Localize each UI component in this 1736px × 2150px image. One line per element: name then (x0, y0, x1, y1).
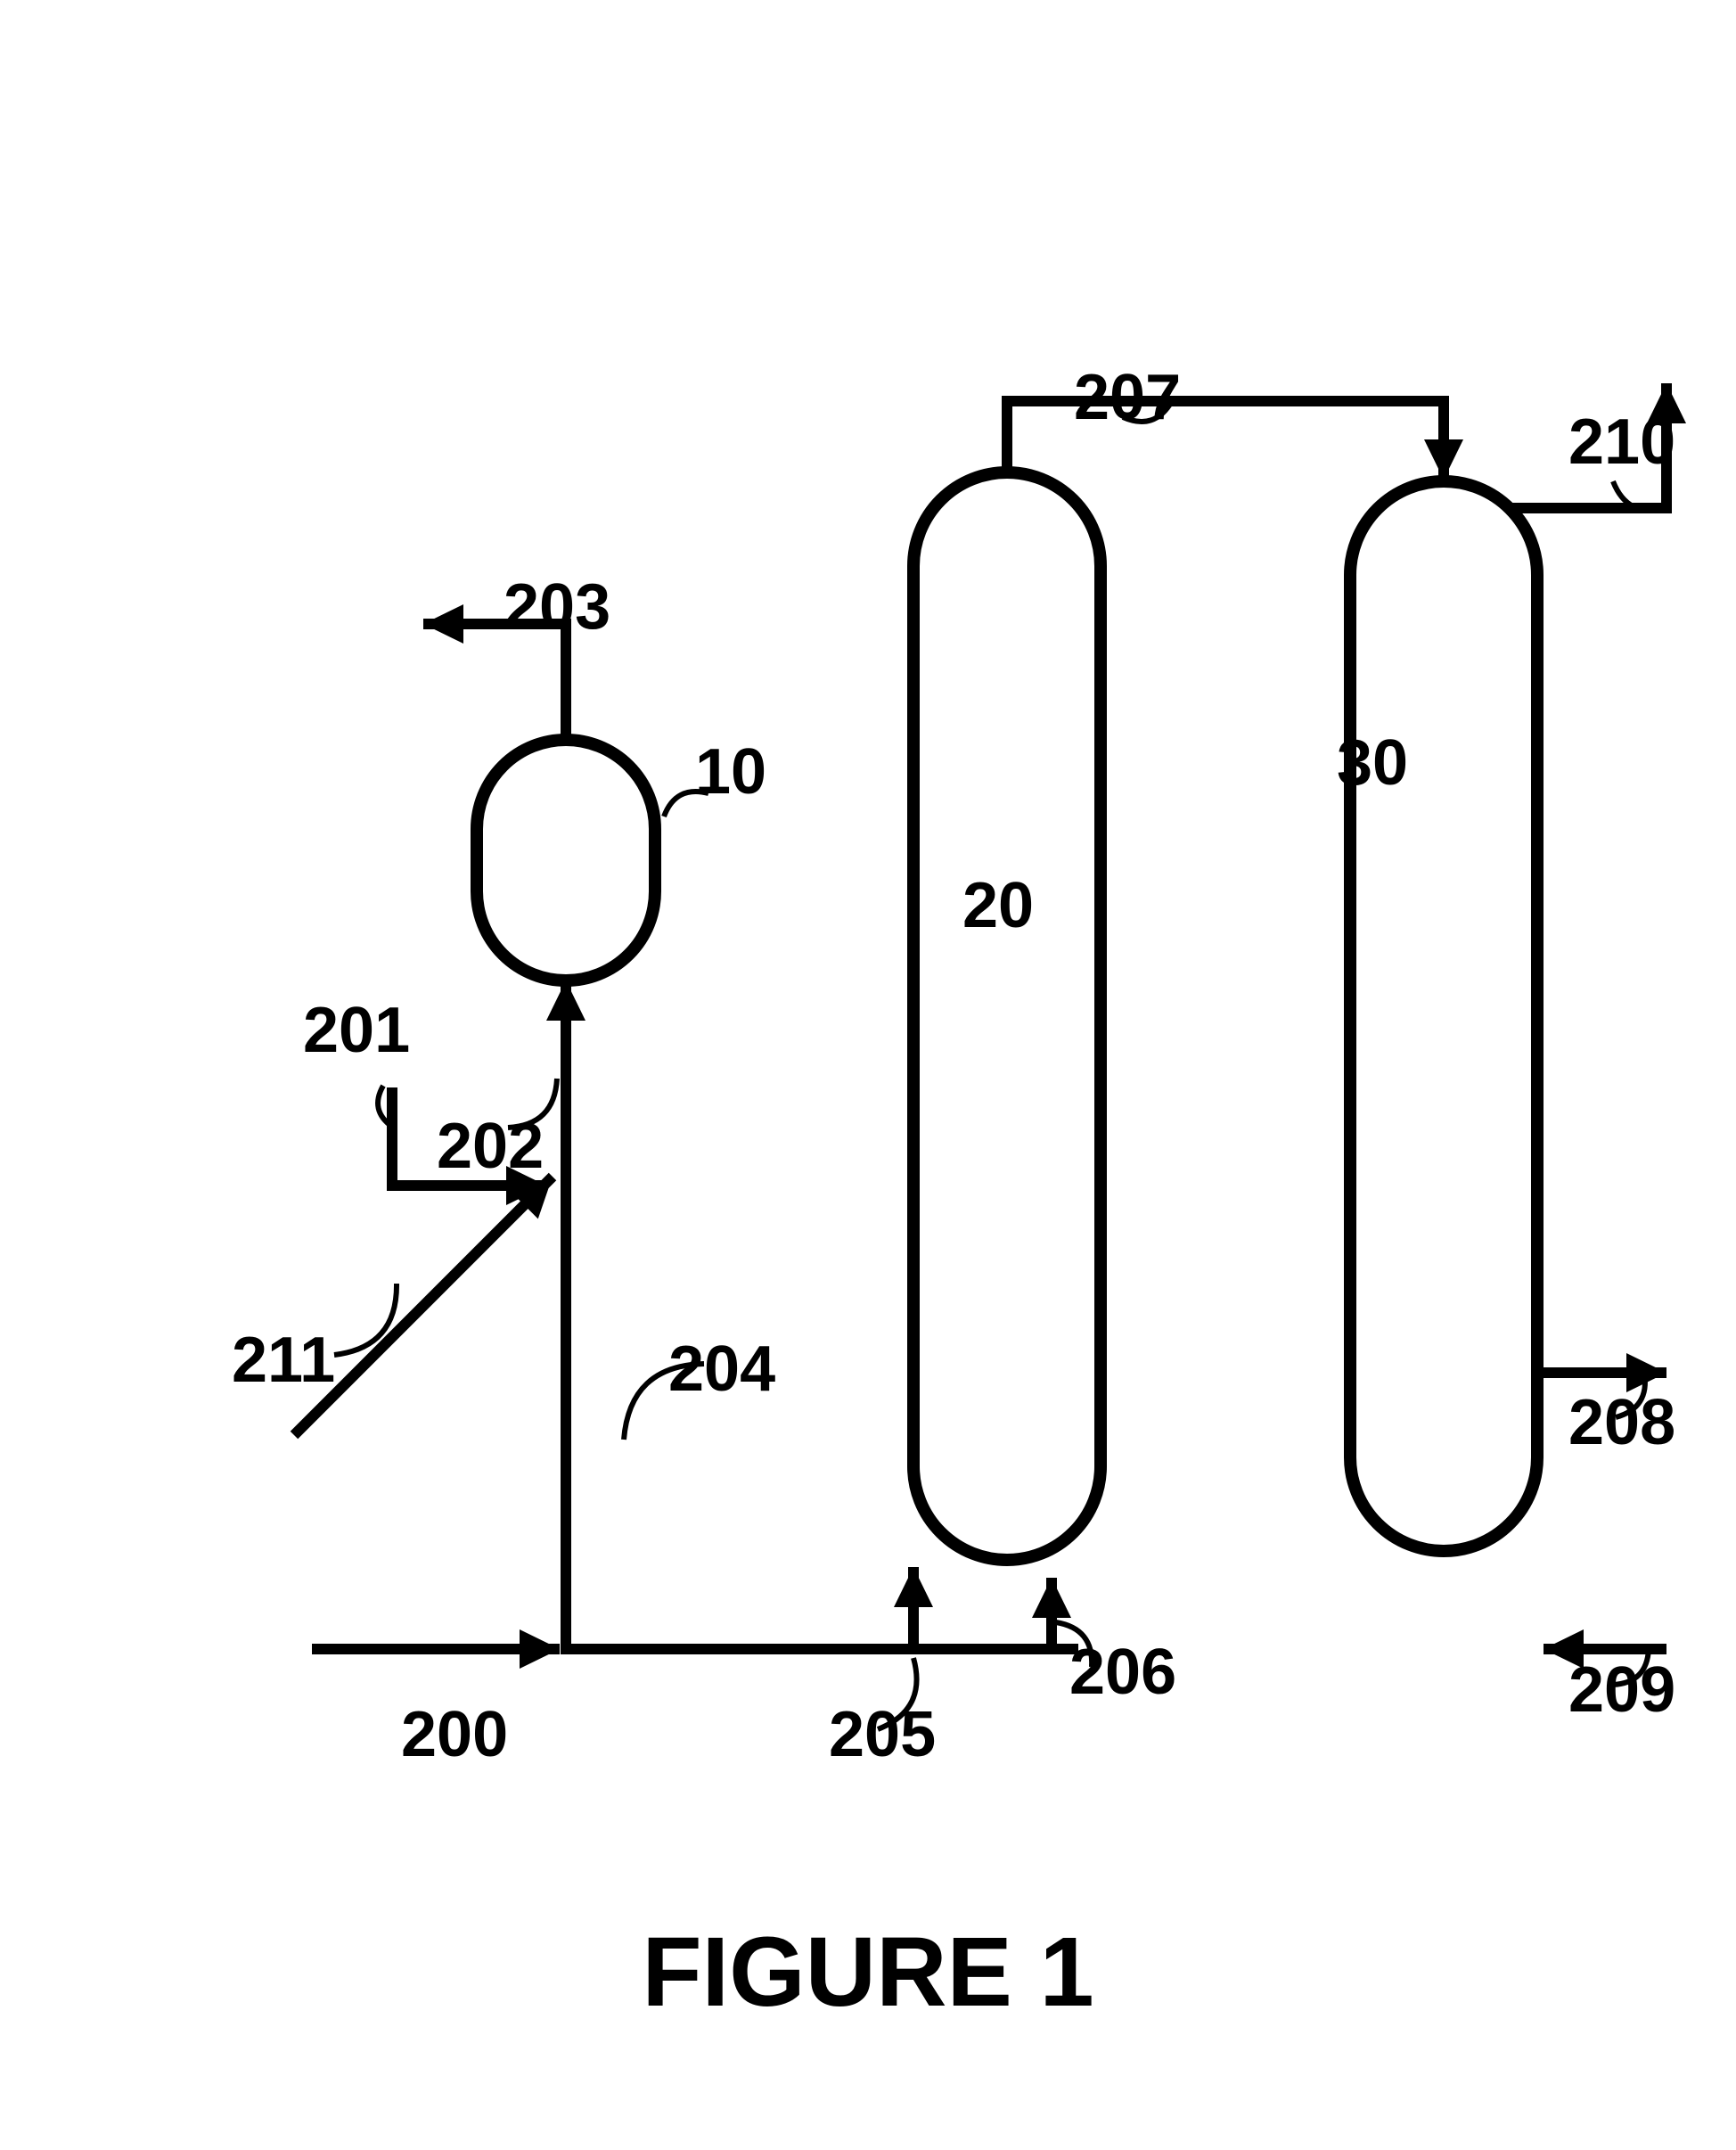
stream-s211 (294, 1177, 553, 1435)
label-n205: 205 (829, 1699, 936, 1770)
label-n204: 204 (668, 1333, 775, 1405)
vessel-10 (477, 740, 655, 981)
stream-s204_200_205 (566, 981, 913, 1649)
stream-s200_in-arrow (520, 1629, 560, 1669)
vessel-30 (1350, 481, 1537, 1551)
label-n206: 206 (1069, 1637, 1176, 1708)
figure-title: FIGURE 1 (642, 1917, 1093, 2027)
label-n200: 200 (401, 1699, 508, 1770)
label-n30: 30 (1337, 727, 1408, 799)
label-n209: 209 (1568, 1654, 1675, 1726)
label-n201: 201 (303, 995, 410, 1066)
stream-s203-arrow (423, 604, 463, 644)
label-n210: 210 (1568, 406, 1675, 478)
label-n208: 208 (1568, 1387, 1675, 1458)
label-n20: 20 (962, 870, 1034, 941)
label-n10: 10 (695, 736, 766, 808)
figure-diagram: 10 20 30 200 201 202 203 204 205 206 207 208 209 210 2… (0, 0, 1736, 2150)
stream-s205_into20-arrow (894, 1567, 933, 1607)
label-n207: 207 (1074, 362, 1181, 433)
stream-s206-arrow (1032, 1578, 1071, 1618)
label-n202: 202 (437, 1111, 544, 1182)
label-n211: 211 (232, 1325, 335, 1396)
stream-s207-arrow (1424, 439, 1463, 480)
vessel-20 (913, 472, 1101, 1560)
stream-s207 (1007, 401, 1444, 480)
label-n203: 203 (504, 571, 610, 643)
